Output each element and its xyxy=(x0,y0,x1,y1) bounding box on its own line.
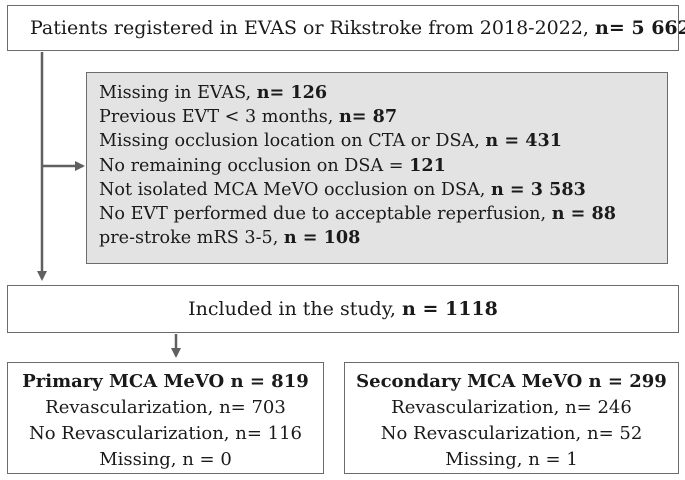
exclusion-item: Not isolated MCA MeVO occlusion on DSA, … xyxy=(99,178,667,202)
exclusion-label: No remaining occlusion on DSA = xyxy=(99,155,410,176)
primary-mevo-title: Primary MCA MeVO n = 819 xyxy=(8,369,323,395)
registered-patients-count: n= 5 662 xyxy=(595,17,685,39)
secondary-missing: Missing, n = 1 xyxy=(445,449,578,470)
included-label: Included in the study, xyxy=(188,298,403,320)
exclusion-box: Missing in EVAS, n= 126 Previous EVT < 3… xyxy=(86,72,668,264)
exclusion-label: No EVT performed due to acceptable reper… xyxy=(99,204,552,225)
primary-missing: Missing, n = 0 xyxy=(99,449,232,470)
exclusion-count: n= 126 xyxy=(256,82,328,103)
secondary-no-revascularization: No Revascularization, n= 52 xyxy=(380,423,643,444)
secondary-mevo-title: Secondary MCA MeVO n = 299 xyxy=(345,369,678,395)
exclusion-item: No remaining occlusion on DSA = 121 xyxy=(99,154,667,178)
exclusion-item: Previous EVT < 3 months, n= 87 xyxy=(99,105,667,129)
exclusion-label: Missing in EVAS, xyxy=(99,83,257,103)
included-text: Included in the study, n = 1118 xyxy=(188,298,498,320)
registered-patients-label: Patients registered in EVAS or Rikstroke… xyxy=(30,17,596,39)
included-count: n = 1118 xyxy=(402,298,498,320)
exclusion-label: pre-stroke mRS 3-5, xyxy=(99,228,284,249)
secondary-mevo-title-text: Secondary MCA MeVO n = 299 xyxy=(356,371,667,392)
exclusion-count: n = 108 xyxy=(283,227,361,249)
exclusion-item: Missing occlusion location on CTA or DSA… xyxy=(99,129,667,153)
included-box: Included in the study, n = 1118 xyxy=(7,285,679,333)
exclusion-count: n= 87 xyxy=(339,106,398,128)
exclusion-item: No EVT performed due to acceptable reper… xyxy=(99,202,667,226)
exclusion-count: 121 xyxy=(409,154,446,176)
secondary-mevo-box: Secondary MCA MeVO n = 299 Revasculariza… xyxy=(344,362,679,474)
registered-patients-text: Patients registered in EVAS or Rikstroke… xyxy=(30,17,685,39)
exclusion-item: Missing in EVAS, n= 126 xyxy=(99,81,667,105)
exclusion-count: n = 88 xyxy=(551,203,616,225)
primary-no-revascularization: No Revascularization, n= 116 xyxy=(28,423,302,444)
exclusion-label: Not isolated MCA MeVO occlusion on DSA, xyxy=(99,179,491,200)
exclusion-count: n = 431 xyxy=(485,130,562,152)
exclusion-count: n = 3 583 xyxy=(490,178,586,200)
secondary-revascularization: Revascularization, n= 246 xyxy=(391,397,632,418)
primary-mevo-box: Primary MCA MeVO n = 819 Revascularizati… xyxy=(7,362,324,474)
exclusion-item: pre-stroke mRS 3-5, n = 108 xyxy=(99,226,667,250)
primary-mevo-title-text: Primary MCA MeVO n = 819 xyxy=(22,371,309,392)
exclusion-label: Previous EVT < 3 months, xyxy=(99,107,339,128)
primary-revascularization: Revascularization, n= 703 xyxy=(45,397,286,418)
registered-patients-box: Patients registered in EVAS or Rikstroke… xyxy=(7,5,685,51)
exclusion-label: Missing occlusion location on CTA or DSA… xyxy=(99,131,486,152)
